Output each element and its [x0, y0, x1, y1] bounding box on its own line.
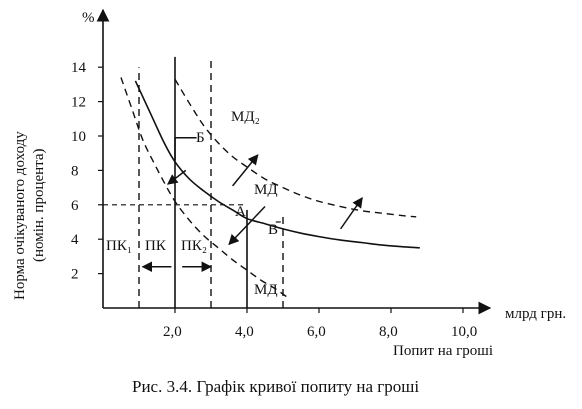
label-v: В — [268, 222, 278, 238]
y-axis-title-line1: Норма очікуваного доходу — [12, 131, 28, 300]
label-md2: МД₂ — [231, 109, 260, 125]
shift-arrow-0 — [232, 154, 259, 187]
label-md: МД — [254, 182, 278, 198]
label-b: Б — [196, 130, 205, 146]
label-pk: ПК — [145, 238, 167, 254]
ticks: 2,0 4,0 6,0 8,0 10,0 2 4 6 8 10 12 14 — [71, 60, 477, 340]
label-a: А — [235, 204, 246, 220]
y-tick-label: 8 — [71, 163, 79, 179]
y-tick-label: 14 — [71, 60, 87, 76]
x-axis-label: млрд грн. — [505, 306, 566, 322]
guide-lines — [103, 204, 283, 223]
shift-arrow-1 — [339, 197, 363, 230]
x-tick-label: 10,0 — [451, 324, 477, 340]
y-tick-label: 10 — [71, 129, 86, 145]
shift-arrow-3 — [228, 206, 266, 246]
curves — [120, 77, 420, 300]
x-tick-label: 4,0 — [235, 324, 254, 340]
x-tick-label: 6,0 — [307, 324, 326, 340]
figure-caption: Рис. 3.4. Графік кривої попиту на гроші — [132, 377, 419, 396]
y-axis-title-line2: (номін. процента) — [31, 148, 47, 262]
shift-arrow-2 — [166, 169, 187, 185]
shift-arrows — [141, 136, 363, 272]
y-tick-label: 2 — [71, 267, 79, 283]
y-tick-label: 12 — [71, 95, 86, 111]
x-axis-caption: Попит на гроші — [393, 343, 493, 359]
demand-curve-0 — [134, 80, 420, 249]
label-pk1: ПК₁ — [106, 238, 132, 254]
label-pk2: ПК₂ — [181, 238, 207, 254]
demand-curve-1 — [174, 78, 417, 218]
x-tick-label: 8,0 — [379, 324, 398, 340]
y-tick-label: 4 — [71, 232, 79, 248]
demand-curve-2 — [120, 77, 291, 300]
y-tick-label: 6 — [71, 198, 79, 214]
x-tick-label: 2,0 — [163, 324, 182, 340]
label-md-bottom: МД — [254, 282, 278, 298]
y-unit-label: % — [82, 10, 95, 26]
